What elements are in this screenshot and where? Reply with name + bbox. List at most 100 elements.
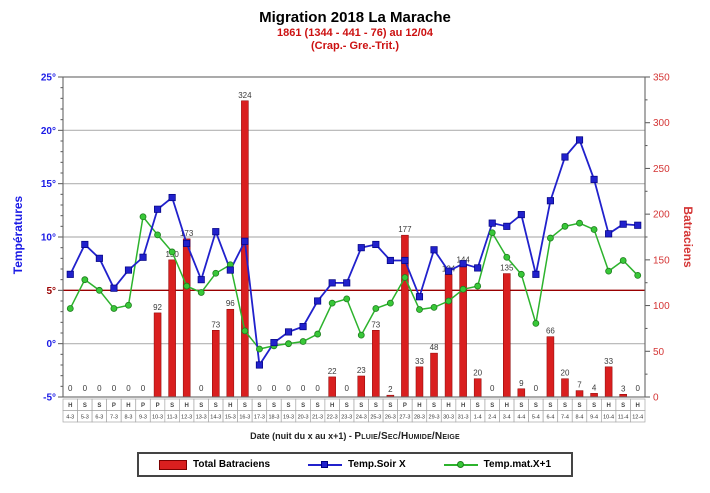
temp-matin-marker: [81, 276, 89, 284]
weather-letter: H: [417, 403, 421, 409]
bar-value-label: 3: [621, 384, 626, 393]
temp-matin-marker: [256, 345, 263, 353]
temp-matin-marker: [95, 286, 103, 294]
right-tick-label: 350: [653, 73, 670, 84]
bar-value-label: 73: [211, 320, 220, 329]
plot-frame: [62, 76, 646, 398]
temp-soir-marker: [532, 270, 540, 278]
left-tick-label: -5°: [43, 393, 56, 404]
temp-matin-marker: [66, 305, 74, 312]
weather-letter: H: [68, 403, 72, 409]
weather-letter: H: [461, 403, 465, 409]
temp-soir-marker: [575, 136, 584, 144]
temp-soir-marker: [255, 361, 263, 369]
temp-soir-marker: [241, 237, 249, 245]
temp-soir-marker: [357, 244, 365, 252]
date-label: 14-3: [210, 415, 221, 421]
weather-letter: H: [126, 403, 130, 409]
bar-value-label: 20: [561, 369, 570, 378]
temp-soir-marker: [110, 284, 118, 292]
weather-letter: S: [359, 403, 363, 409]
left-tick-label: 25°: [41, 73, 56, 84]
bar-value-label: 0: [141, 384, 146, 393]
bar: [182, 238, 191, 398]
date-label: 9-4: [590, 415, 598, 421]
bar-value-label: 173: [180, 229, 194, 238]
temp-matin-marker: [168, 248, 176, 256]
weather-letter: S: [432, 403, 436, 409]
temp-soir-marker: [561, 153, 569, 161]
bar-value-label: 0: [286, 384, 291, 393]
weather-letter: S: [257, 403, 261, 409]
weather-letter: S: [592, 403, 596, 409]
x-axis-title-weather-key: Pluie/Sec/Humide/Neige: [354, 431, 460, 442]
date-label: 9-3: [139, 415, 147, 421]
bar-value-label: 9: [519, 379, 524, 388]
x-axis-title-prefix: Date (nuit du x au x+1) -: [250, 431, 355, 441]
bar-value-label: 0: [272, 384, 277, 393]
line-circle-marker-icon: [443, 460, 478, 469]
date-label: 16-3: [239, 415, 250, 421]
weather-letter: S: [621, 403, 625, 409]
date-label: 6-4: [546, 415, 554, 421]
weather-letter: S: [287, 403, 291, 409]
bar-value-label: 0: [301, 384, 306, 393]
bar-value-label: 4: [592, 383, 597, 392]
bar-value-label: 96: [226, 299, 235, 308]
right-tick-label: 150: [653, 255, 670, 266]
temp-matin-marker: [125, 301, 132, 309]
left-tick-label: 10°: [41, 233, 56, 244]
weather-letter: P: [403, 403, 407, 409]
bar: [604, 366, 613, 398]
right-tick-label: 100: [653, 301, 670, 312]
weather-letter: S: [490, 403, 494, 409]
weather-letter: S: [301, 403, 305, 409]
temp-matin-marker: [197, 289, 205, 296]
date-label: 6-3: [95, 415, 103, 421]
left-tick-label: 5°: [46, 286, 56, 297]
date-label: 3-4: [503, 415, 511, 421]
temp-soir-line: [69, 138, 638, 368]
date-label: 31-3: [458, 415, 469, 421]
temp-matin-marker: [328, 299, 336, 307]
right-axis-label: Batraciens: [681, 206, 695, 268]
date-label: 26-3: [385, 415, 396, 421]
date-label: 1-4: [474, 415, 482, 421]
temp-matin-marker: [590, 226, 598, 233]
temp-soir-marker: [386, 256, 394, 265]
left-tick-label: 15°: [41, 179, 56, 190]
bar: [473, 378, 482, 398]
bar-swatch-icon: [158, 459, 187, 470]
temp-soir-marker: [197, 276, 205, 284]
date-label: 12-3: [181, 415, 192, 421]
line-square-marker-icon: [308, 460, 343, 469]
temp-matin-marker: [488, 229, 496, 237]
temp-soir-marker: [590, 175, 598, 183]
temp-soir-marker: [139, 253, 147, 261]
bar: [168, 259, 176, 398]
bar: [575, 390, 584, 398]
right-tick-label: 0: [653, 393, 659, 404]
weather-letter: S: [519, 403, 523, 409]
bar-value-label: 0: [257, 384, 262, 393]
temp-soir-marker: [517, 211, 525, 219]
temp-matin-marker: [241, 327, 249, 335]
bar: [517, 388, 526, 398]
bar: [430, 352, 438, 398]
weather-letter: S: [345, 403, 349, 409]
weather-letter: S: [563, 403, 567, 409]
bar: [328, 376, 336, 398]
left-tick-label: 0°: [46, 339, 56, 350]
bar-value-label: 22: [328, 367, 337, 376]
temp-matin-marker: [401, 274, 409, 281]
temp-matin-marker: [576, 219, 583, 227]
weather-letter: H: [606, 403, 610, 409]
date-label: 4-4: [517, 415, 525, 421]
bar: [415, 366, 424, 398]
date-label: 28-3: [414, 415, 425, 421]
weather-letter: S: [476, 403, 480, 409]
temp-soir-marker: [328, 279, 336, 287]
bar-value-label: 0: [315, 384, 320, 393]
temp-soir-marker: [284, 328, 293, 336]
temp-matin-marker: [459, 285, 467, 293]
